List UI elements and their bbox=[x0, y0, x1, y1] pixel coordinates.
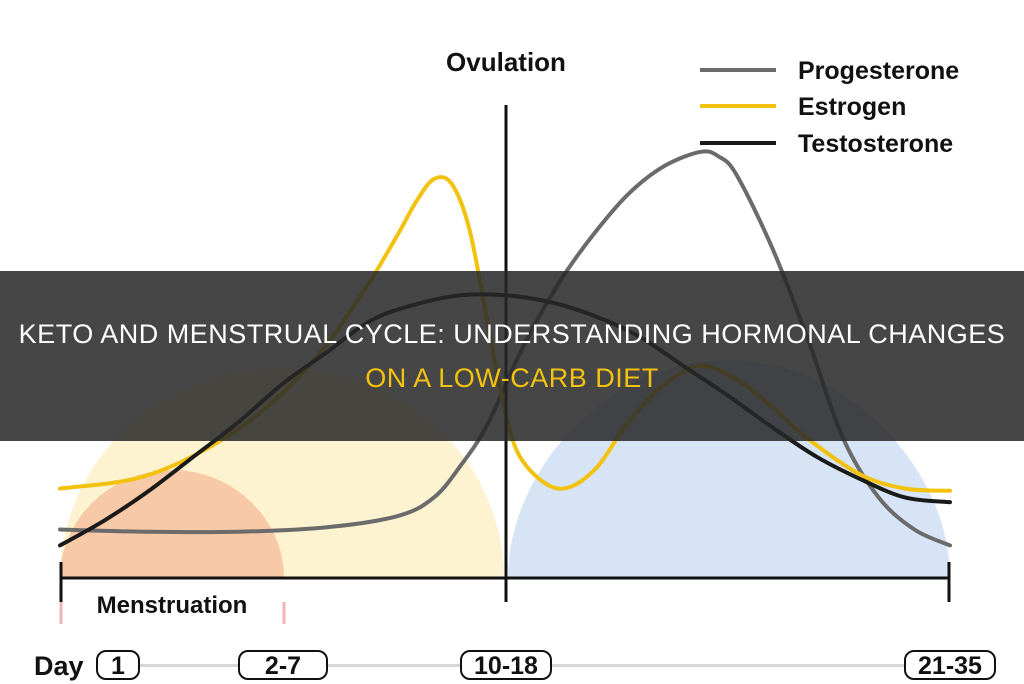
day-label: Day bbox=[34, 651, 84, 681]
day-track-1 bbox=[140, 664, 240, 667]
day-track-3 bbox=[550, 664, 906, 667]
page-subtitle: ON A LOW-CARB DIET bbox=[365, 363, 659, 393]
menstrual-phase-shape bbox=[60, 470, 284, 578]
day-marker-21-35: 21-35 bbox=[904, 650, 996, 680]
legend: Progesterone Estrogen Testosterone bbox=[700, 57, 959, 158]
ovulation-label: Ovulation bbox=[446, 47, 566, 77]
legend-label-testosterone: Testosterone bbox=[798, 130, 953, 158]
title-banner: KETO AND MENSTRUAL CYCLE: UNDERSTANDING … bbox=[0, 271, 1024, 441]
legend-label-estrogen: Estrogen bbox=[798, 93, 906, 121]
day-marker-10-18: 10-18 bbox=[460, 650, 552, 680]
page-title: KETO AND MENSTRUAL CYCLE: UNDERSTANDING … bbox=[18, 319, 1006, 349]
day-marker-2-7: 2-7 bbox=[238, 650, 328, 680]
day-track-2 bbox=[326, 664, 462, 667]
menstruation-label: Menstruation bbox=[97, 592, 248, 619]
day-marker-1: 1 bbox=[96, 650, 140, 680]
legend-label-progesterone: Progesterone bbox=[798, 57, 959, 85]
